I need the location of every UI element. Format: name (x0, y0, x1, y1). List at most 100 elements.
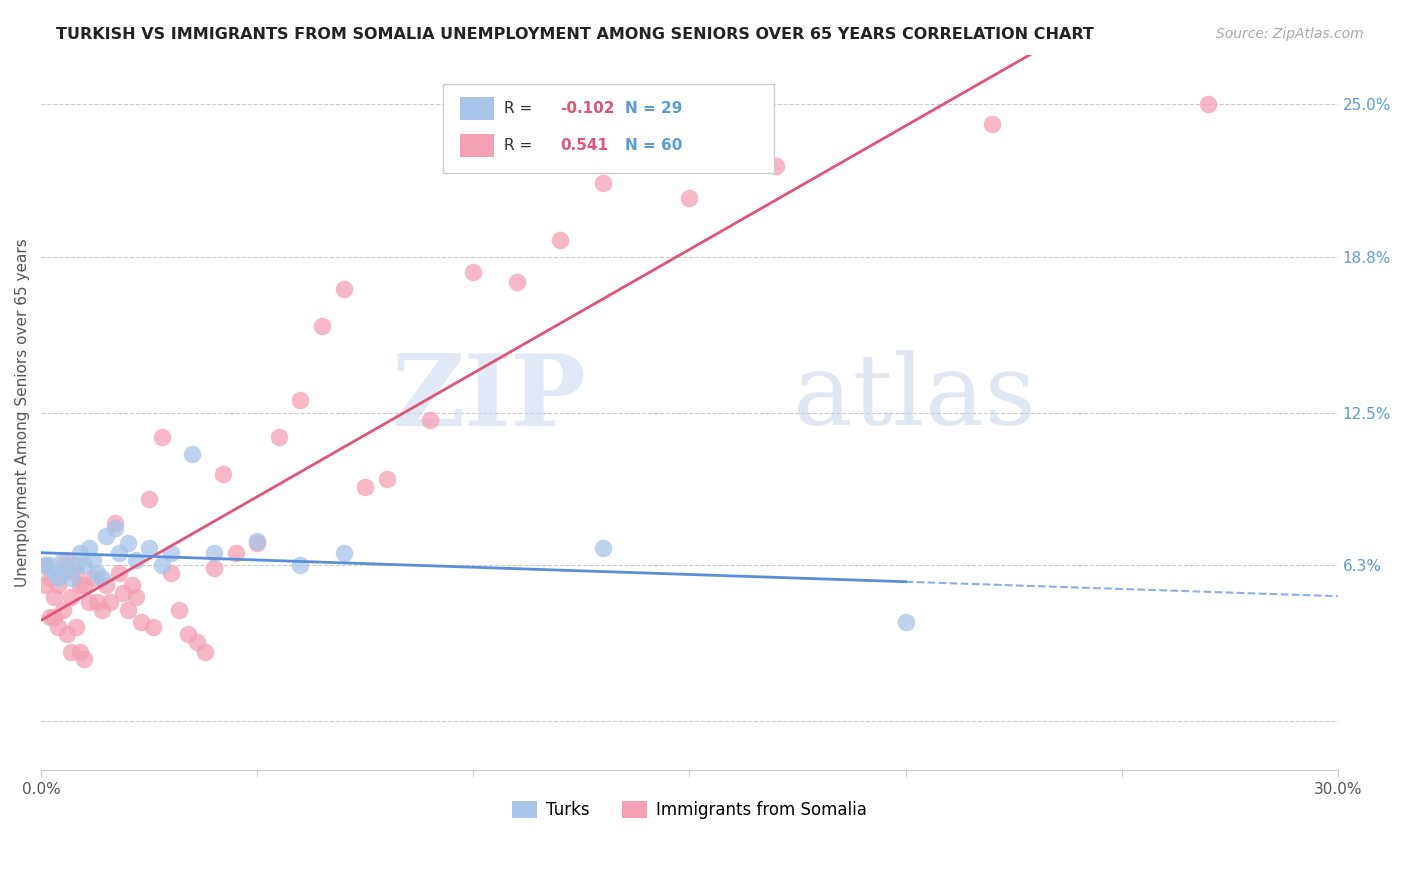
Text: Source: ZipAtlas.com: Source: ZipAtlas.com (1216, 27, 1364, 41)
Point (375, 472, 398, 486)
Point (548, 233, 571, 247)
Point (354, 479, 377, 493)
Point (52, 553, 75, 567)
Point (267, 430, 290, 444)
Point (56, 627, 79, 641)
Point (225, 546, 247, 560)
Point (1197, 97, 1219, 112)
Point (86, 595, 108, 609)
Point (463, 265, 485, 279)
Point (56, 553, 79, 567)
Point (332, 546, 354, 560)
Legend: Turks, Immigrants from Somalia: Turks, Immigrants from Somalia (506, 795, 873, 826)
Point (194, 645, 217, 659)
Text: R =: R = (503, 102, 533, 116)
Point (48, 571, 70, 585)
Point (138, 491, 160, 506)
Point (202, 546, 225, 560)
Point (142, 620, 165, 634)
Point (38, 558, 60, 573)
Text: atlas: atlas (793, 351, 1036, 446)
FancyBboxPatch shape (460, 135, 494, 157)
Point (246, 536, 269, 550)
Text: N = 29: N = 29 (624, 102, 682, 116)
Point (65, 620, 87, 634)
Point (592, 541, 614, 556)
Point (82, 571, 104, 585)
Point (125, 591, 148, 605)
Point (65, 566, 87, 580)
Point (125, 553, 148, 567)
Point (150, 430, 173, 444)
Point (90, 603, 112, 617)
Point (42, 591, 65, 605)
Point (52, 603, 75, 617)
Point (60, 571, 83, 585)
Point (98, 595, 121, 609)
Point (981, 117, 1004, 131)
Point (90, 571, 112, 585)
Point (65, 558, 87, 573)
Point (894, 615, 917, 629)
Point (94, 529, 117, 543)
Point (73, 578, 96, 592)
Point (108, 546, 131, 560)
Point (419, 413, 441, 427)
Point (169, 603, 191, 617)
Point (108, 566, 131, 580)
Point (34, 578, 56, 592)
Point (159, 566, 181, 580)
Point (82, 553, 104, 567)
Point (121, 578, 143, 592)
Text: N = 60: N = 60 (624, 138, 682, 153)
Point (52, 566, 75, 580)
Text: 0.541: 0.541 (560, 138, 607, 153)
Point (94, 578, 117, 592)
Point (56, 561, 79, 575)
Text: -0.102: -0.102 (560, 102, 614, 116)
Y-axis label: Unemployment Among Seniors over 65 years: Unemployment Among Seniors over 65 years (15, 238, 30, 587)
Point (69, 578, 91, 592)
Point (69, 546, 91, 560)
Point (505, 275, 527, 289)
Point (60, 645, 83, 659)
FancyBboxPatch shape (443, 84, 773, 173)
Point (117, 603, 139, 617)
Point (42, 566, 65, 580)
Point (38, 571, 60, 585)
Point (290, 558, 312, 573)
Point (42, 610, 65, 624)
Point (34, 558, 56, 573)
Point (73, 652, 96, 666)
Point (69, 645, 91, 659)
Point (60, 591, 83, 605)
Point (103, 521, 125, 535)
Point (138, 541, 160, 556)
FancyBboxPatch shape (460, 97, 494, 120)
Point (678, 191, 700, 205)
Point (112, 585, 135, 599)
Point (38, 610, 60, 624)
Point (103, 516, 125, 531)
Point (290, 393, 312, 408)
Point (129, 615, 152, 629)
Point (48, 578, 70, 592)
Point (73, 558, 96, 573)
Point (332, 282, 354, 296)
Text: ZIP: ZIP (391, 350, 586, 447)
Point (211, 467, 233, 482)
Point (765, 159, 787, 173)
Point (181, 448, 204, 462)
Point (159, 546, 181, 560)
Point (86, 566, 108, 580)
Point (186, 635, 208, 649)
Point (48, 620, 70, 634)
Point (311, 319, 333, 334)
Point (177, 627, 200, 641)
Point (77, 541, 100, 556)
Point (77, 595, 100, 609)
Point (150, 558, 173, 573)
Point (592, 177, 614, 191)
Text: TURKISH VS IMMIGRANTS FROM SOMALIA UNEMPLOYMENT AMONG SENIORS OVER 65 YEARS CORR: TURKISH VS IMMIGRANTS FROM SOMALIA UNEMP… (56, 27, 1094, 42)
Text: R =: R = (503, 138, 533, 153)
